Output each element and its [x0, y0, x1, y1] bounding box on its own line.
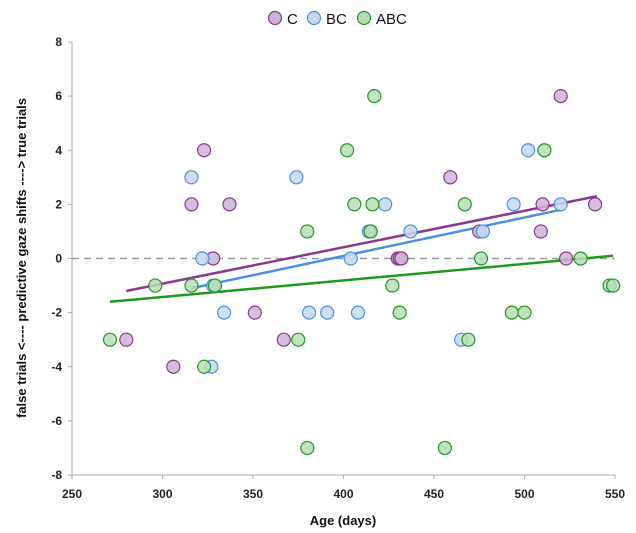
y-tick-label: 2	[55, 197, 62, 211]
legend-marker-c	[267, 10, 283, 26]
point-abc	[473, 251, 489, 266]
trendline-bc	[191, 208, 561, 290]
point-abc	[347, 197, 362, 212]
point-c	[535, 197, 550, 212]
point-bc	[289, 170, 304, 185]
x-tick-label: 300	[152, 487, 172, 501]
point-bc	[320, 305, 335, 320]
point-bc	[553, 197, 568, 212]
point-bc	[521, 143, 536, 158]
point-abc	[573, 251, 588, 266]
legend: C BC ABC	[267, 10, 407, 28]
y-tick-label: -2	[51, 306, 62, 320]
point-bc	[506, 197, 521, 212]
y-tick-label: -6	[51, 414, 62, 428]
legend-item-abc: ABC	[356, 10, 407, 28]
x-tick-label: 550	[605, 487, 625, 501]
point-abc	[102, 332, 118, 347]
point-c	[166, 359, 181, 374]
y-axis-label: false trials <---- predictive gaze shift…	[14, 98, 29, 418]
x-tick-label: 350	[243, 487, 263, 501]
point-abc	[363, 224, 378, 239]
point-c	[443, 170, 458, 185]
point-abc	[197, 359, 212, 374]
y-tick-label: -4	[51, 360, 62, 374]
point-bc	[475, 224, 490, 239]
x-axis-label: Age (days)	[310, 513, 376, 528]
point-abc	[461, 332, 476, 347]
point-abc	[207, 278, 223, 293]
x-tick-label: 450	[424, 487, 444, 501]
point-bc	[343, 251, 358, 266]
y-tick-label: 6	[55, 89, 62, 103]
legend-item-c: C	[267, 10, 298, 28]
point-abc	[606, 278, 621, 293]
point-abc	[300, 224, 315, 239]
point-abc	[537, 143, 552, 158]
y-tick-label: 8	[55, 35, 62, 49]
point-c	[184, 197, 199, 212]
point-abc	[437, 440, 452, 456]
point-c	[394, 251, 409, 266]
point-c	[533, 224, 548, 239]
x-tick-label: 500	[514, 487, 534, 501]
y-tick-label: -8	[51, 468, 62, 482]
y-tick-label: 0	[55, 252, 62, 266]
point-abc	[517, 305, 532, 320]
x-tick-labels: 250 300 350 400 450 500 550	[62, 475, 625, 501]
point-bc	[195, 251, 210, 266]
legend-label-c: C	[287, 11, 298, 28]
point-bc	[184, 170, 199, 185]
point-c	[559, 251, 574, 266]
legend-label-abc: ABC	[376, 11, 407, 28]
point-bc	[302, 305, 317, 320]
point-c	[276, 332, 291, 347]
point-abc	[300, 440, 315, 456]
point-abc	[457, 197, 472, 212]
x-tick-label: 400	[333, 487, 353, 501]
legend-marker-bc	[306, 10, 322, 26]
point-abc	[385, 278, 400, 293]
point-c	[587, 197, 603, 212]
point-bc	[378, 197, 393, 212]
legend-label-bc: BC	[326, 11, 347, 28]
point-abc	[365, 197, 380, 212]
trendline-abc	[109, 254, 614, 304]
trendlines	[109, 195, 614, 304]
point-abc	[291, 332, 306, 347]
point-abc	[392, 305, 407, 320]
point-c	[247, 305, 262, 320]
point-abc	[504, 305, 519, 320]
point-bc	[350, 305, 366, 320]
point-abc	[184, 278, 199, 293]
y-tick-label: 4	[55, 143, 62, 157]
legend-item-bc: BC	[306, 10, 347, 28]
point-bc	[216, 305, 232, 320]
x-tick-label: 250	[62, 487, 82, 501]
point-abc	[340, 143, 355, 158]
legend-marker-abc	[356, 10, 372, 26]
y-tick-labels: -8 -6 -4 -2 0 2 4 6 8	[51, 35, 72, 482]
point-abc	[367, 89, 382, 104]
point-bc	[403, 224, 418, 239]
point-abc	[148, 278, 163, 293]
point-c	[222, 197, 237, 212]
trendline-c	[126, 195, 598, 293]
point-c	[553, 89, 568, 104]
data-points	[102, 89, 621, 456]
point-c	[197, 143, 212, 158]
point-c	[119, 332, 134, 347]
